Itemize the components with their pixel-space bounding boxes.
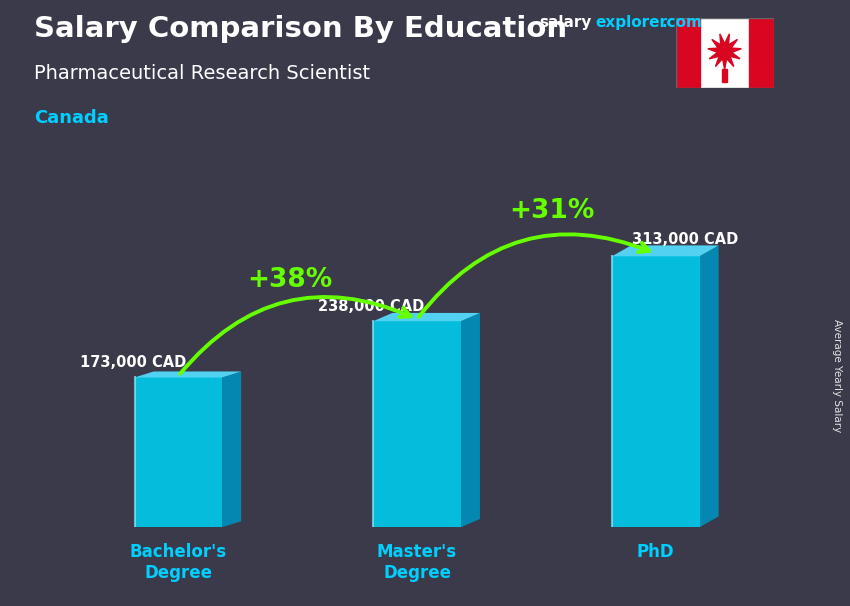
Polygon shape — [700, 245, 718, 527]
Polygon shape — [722, 70, 728, 82]
Polygon shape — [134, 378, 222, 527]
Polygon shape — [461, 313, 480, 527]
Polygon shape — [708, 34, 741, 70]
Polygon shape — [612, 256, 700, 527]
Polygon shape — [222, 371, 241, 527]
Text: Salary Comparison By Education: Salary Comparison By Education — [34, 15, 567, 43]
Bar — [676, 18, 700, 88]
Text: Canada: Canada — [34, 109, 109, 127]
Polygon shape — [373, 321, 461, 527]
Bar — [749, 18, 774, 88]
Text: Pharmaceutical Research Scientist: Pharmaceutical Research Scientist — [34, 64, 370, 82]
Text: Average Yearly Salary: Average Yearly Salary — [832, 319, 842, 432]
Polygon shape — [612, 245, 718, 256]
Text: 313,000 CAD: 313,000 CAD — [632, 232, 738, 247]
Text: 173,000 CAD: 173,000 CAD — [80, 355, 186, 370]
Text: explorer: explorer — [595, 15, 667, 30]
Text: +31%: +31% — [510, 198, 595, 224]
Text: salary: salary — [540, 15, 592, 30]
Polygon shape — [373, 313, 480, 321]
Text: +38%: +38% — [247, 267, 332, 293]
Text: 238,000 CAD: 238,000 CAD — [319, 299, 425, 314]
Text: .com: .com — [661, 15, 702, 30]
Polygon shape — [134, 371, 241, 378]
